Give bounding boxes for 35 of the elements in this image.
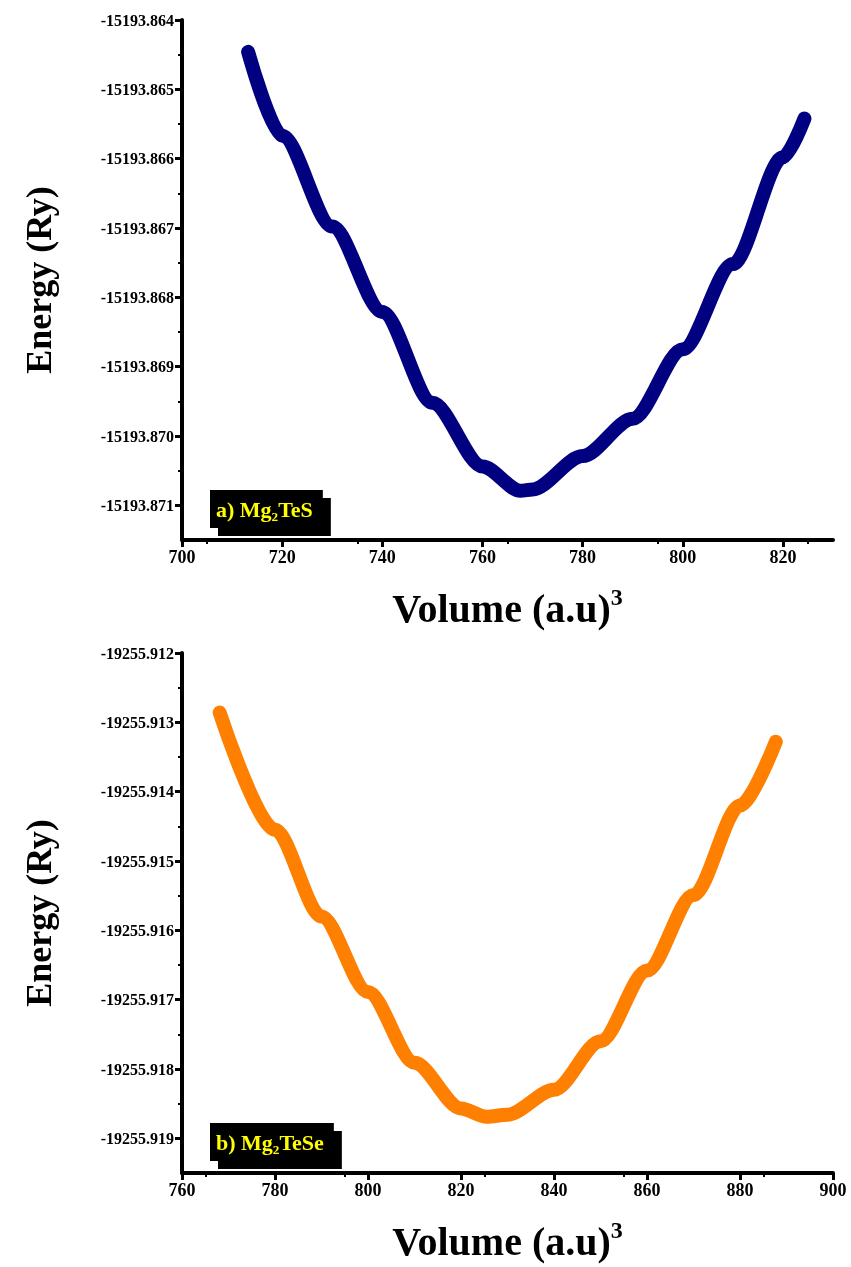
y-tick-label: -19255.914 (100, 783, 174, 801)
y-tick-label: -19255.915 (100, 852, 174, 870)
y-tick-label: -15193.871 (100, 496, 174, 514)
y-tick-label: -15193.870 (100, 427, 174, 445)
x-tick-label: 800 (354, 1180, 382, 1200)
y-tick-label: -19255.919 (100, 1129, 174, 1147)
y-tick-label: -19255.918 (100, 1060, 174, 1078)
x-tick-label: 740 (368, 547, 396, 567)
x-tick-label: 860 (633, 1180, 661, 1200)
y-tick-label: -15193.865 (100, 80, 174, 98)
x-tick-label: 760 (168, 1180, 196, 1200)
x-tick-label: 820 (447, 1180, 475, 1200)
x-tick-label: 840 (540, 1180, 568, 1200)
y-tick-label: -15193.869 (100, 358, 174, 376)
y-tick-label: -15193.866 (100, 150, 174, 168)
y-tick-label: -19255.913 (100, 713, 174, 731)
x-tick-label: 800 (669, 547, 697, 567)
y-tick-label: -19255.917 (100, 991, 174, 1009)
x-tick-label: 900 (819, 1180, 847, 1200)
y-axis-title: Energy (Ry) (19, 186, 59, 374)
y-tick-label: -15193.867 (100, 219, 174, 237)
y-tick-label: -15193.864 (100, 11, 174, 29)
x-tick-label: 880 (726, 1180, 754, 1200)
y-tick-label: -19255.916 (100, 921, 174, 939)
y-tick-label: -19255.912 (100, 644, 174, 662)
x-tick-label: 700 (168, 547, 196, 567)
annotation: b) Mg₂TeSe (216, 1129, 325, 1155)
x-tick-label: 760 (468, 547, 496, 567)
x-tick-label: 780 (569, 547, 597, 567)
x-tick-label: 820 (769, 547, 797, 567)
x-tick-label: 780 (261, 1180, 289, 1200)
annotation: a) Mg₂TeS (216, 496, 313, 522)
x-tick-label: 720 (268, 547, 296, 567)
y-axis-title: Energy (Ry) (19, 819, 59, 1007)
y-tick-label: -15193.868 (100, 288, 174, 306)
